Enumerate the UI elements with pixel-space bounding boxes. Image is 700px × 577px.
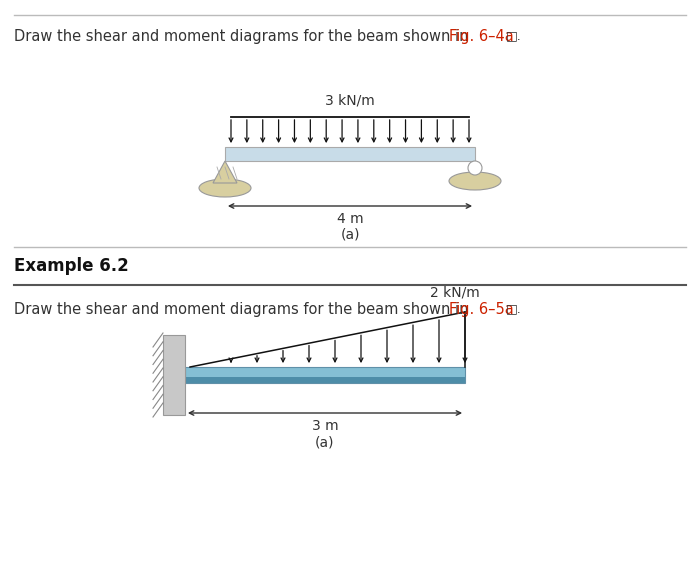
Text: Draw the shear and moment diagrams for the beam shown in: Draw the shear and moment diagrams for t…	[14, 302, 473, 317]
Polygon shape	[213, 161, 237, 183]
Text: Draw the shear and moment diagrams for the beam shown in: Draw the shear and moment diagrams for t…	[14, 29, 473, 44]
Text: Fig. 6–4a: Fig. 6–4a	[449, 29, 514, 44]
Text: 4 m: 4 m	[337, 212, 363, 226]
Ellipse shape	[449, 172, 501, 190]
FancyBboxPatch shape	[225, 147, 475, 161]
Circle shape	[468, 161, 482, 175]
Text: Fig. 6–5a: Fig. 6–5a	[449, 302, 514, 317]
Text: □.: □.	[506, 29, 522, 42]
Text: □.: □.	[506, 302, 522, 315]
Ellipse shape	[199, 179, 251, 197]
FancyBboxPatch shape	[163, 335, 185, 415]
Text: 3 kN/m: 3 kN/m	[325, 93, 375, 107]
Text: Example 6.2: Example 6.2	[14, 257, 129, 275]
FancyBboxPatch shape	[185, 377, 465, 383]
Text: (a): (a)	[315, 435, 335, 449]
FancyBboxPatch shape	[185, 367, 465, 377]
Text: 3 m: 3 m	[312, 419, 338, 433]
Text: 2 kN/m: 2 kN/m	[430, 286, 480, 300]
Text: (a): (a)	[340, 228, 360, 242]
